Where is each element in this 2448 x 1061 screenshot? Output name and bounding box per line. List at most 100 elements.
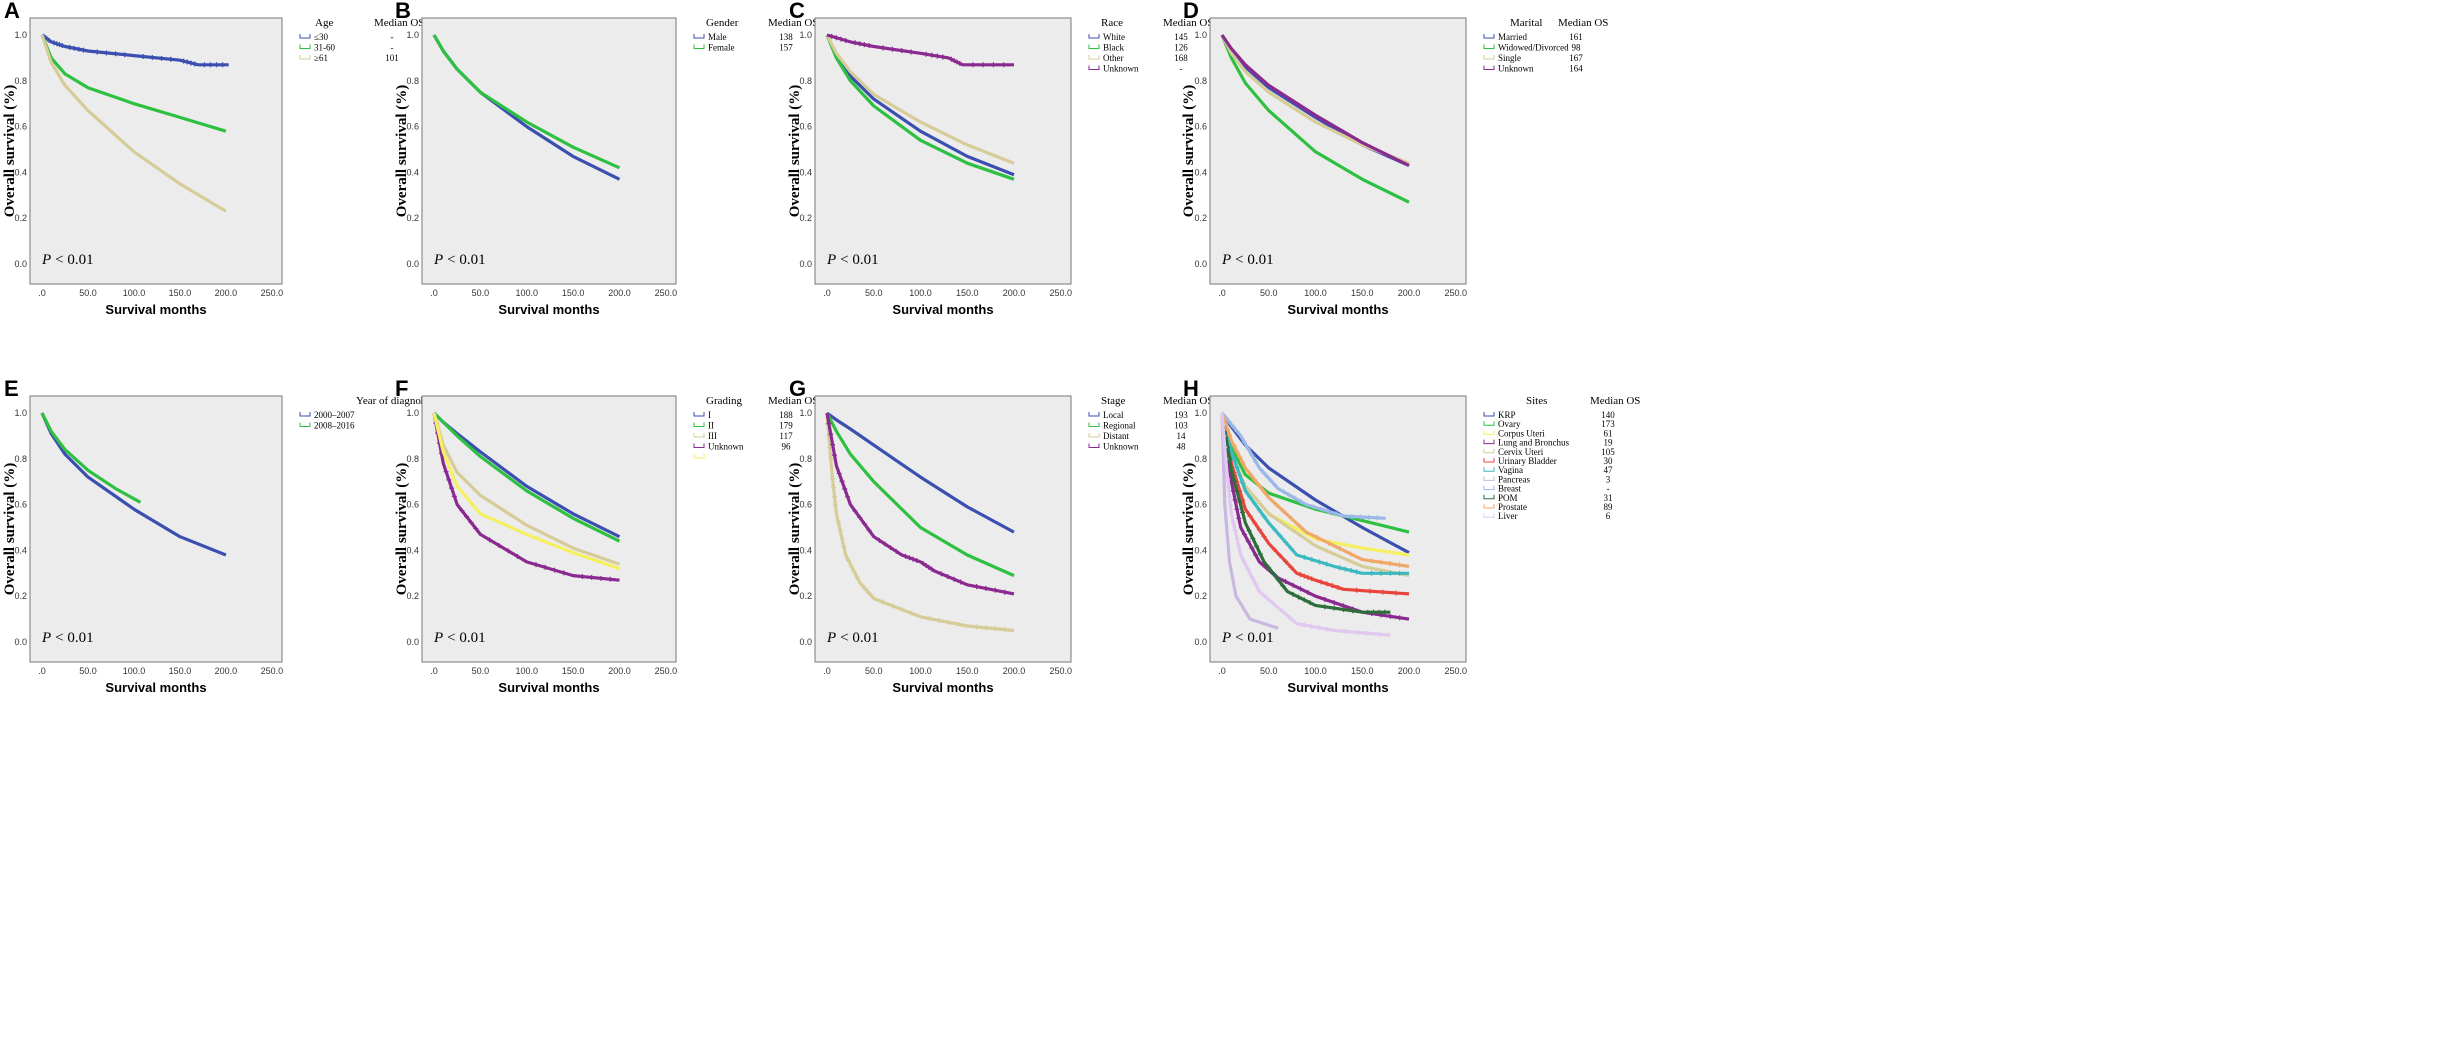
censor-mark	[846, 557, 852, 563]
legend-swatch	[299, 34, 311, 39]
panel-g: G Overall survival (%) Survival months 0.0 0…	[787, 376, 1213, 695]
series-line	[40, 412, 142, 504]
legend-swatch	[1483, 448, 1495, 454]
censor-mark	[56, 42, 62, 48]
y-tick-label: 0.2	[406, 213, 419, 223]
legend-swatch	[1088, 34, 1100, 39]
x-axis-label: Survival months	[498, 302, 599, 317]
legend-median-value: -	[391, 43, 394, 53]
legend-median-value: 188	[779, 410, 793, 420]
y-tick-label: 0.2	[799, 213, 812, 223]
censor-mark	[826, 421, 832, 427]
x-tick-label: 50.0	[1260, 288, 1278, 298]
p-value-prefix: P	[826, 630, 836, 646]
legend-label: Unknown	[1498, 64, 1534, 74]
censor-mark	[857, 41, 863, 47]
censor-mark	[76, 46, 82, 52]
censor-mark	[945, 574, 951, 580]
y-tick-label: 0.6	[1194, 122, 1207, 132]
censor-mark	[851, 568, 857, 574]
censor-mark	[1341, 606, 1347, 612]
censor-mark	[923, 51, 929, 57]
censor-mark	[866, 527, 872, 533]
x-tick-label: 50.0	[865, 288, 883, 298]
censor-mark	[1231, 443, 1237, 449]
p-value-prefix: P	[433, 252, 443, 268]
censor-mark	[1369, 558, 1375, 564]
censor-mark	[857, 514, 863, 520]
y-tick-label: 0.2	[14, 591, 27, 601]
p-value-prefix: P	[433, 630, 443, 646]
censor-mark	[473, 525, 479, 531]
legend-median-header: Median OS	[374, 17, 424, 29]
censor-mark	[113, 51, 119, 57]
p-value: P < 0.01	[826, 252, 879, 268]
censor-mark	[948, 56, 954, 62]
censor-mark	[860, 583, 866, 589]
censor-mark	[983, 585, 989, 591]
censor-mark	[1354, 569, 1360, 575]
legend-label: KRP	[1498, 410, 1516, 420]
p-value-text: < 0.01	[447, 252, 485, 268]
censor-mark	[845, 494, 851, 500]
censor-mark	[1281, 489, 1287, 495]
censor-mark	[1380, 589, 1386, 595]
censor-mark	[1279, 608, 1285, 614]
y-tick-label: 1.0	[14, 30, 27, 40]
censor-mark	[1326, 508, 1332, 514]
censor-mark	[829, 33, 835, 39]
censor-mark	[1240, 509, 1246, 515]
censor-mark	[1318, 579, 1324, 585]
censor-mark	[1357, 514, 1363, 520]
x-tick-label: 150.0	[956, 666, 979, 676]
plot-area	[1209, 17, 1467, 285]
panel-f: F Overall survival (%) Survival months 0.0 0…	[394, 376, 818, 695]
x-tick-label: 150.0	[169, 666, 192, 676]
y-tick-label: 0.6	[406, 500, 419, 510]
legend-swatch	[693, 454, 705, 459]
censor-mark	[1245, 567, 1251, 573]
p-value: P < 0.01	[433, 252, 486, 268]
x-tick-label: 150.0	[1351, 288, 1374, 298]
legend-median-value: 103	[1174, 421, 1188, 431]
censor-mark	[1349, 514, 1355, 520]
censor-mark	[1227, 502, 1233, 508]
x-tick-label: 250.0	[261, 666, 284, 676]
y-tick-label: 1.0	[406, 30, 419, 40]
censor-mark	[1254, 543, 1260, 549]
x-tick-label: 50.0	[472, 666, 490, 676]
legend-median-header: Median OS	[1590, 395, 1640, 407]
plot-area	[421, 17, 677, 285]
x-tick-label: 150.0	[169, 288, 192, 298]
legend-median-value: 61	[1604, 428, 1613, 438]
x-tick-label: 200.0	[1398, 288, 1421, 298]
censor-mark	[192, 61, 198, 67]
censor-mark	[1281, 508, 1287, 514]
legend-median-value: 173	[1601, 419, 1615, 429]
censor-mark	[1257, 551, 1263, 557]
legend-median-value: 47	[1604, 465, 1614, 475]
y-tick-label: 0.4	[406, 545, 419, 555]
censor-mark	[1331, 605, 1337, 611]
y-tick-label: 0.8	[406, 454, 419, 464]
panel-h: H Overall survival (%) Survival months 0.0 0…	[1181, 376, 1640, 695]
legend-median-value: -	[391, 32, 394, 42]
censor-mark	[831, 452, 837, 458]
censor-mark	[1382, 609, 1388, 615]
y-axis-label: Overall survival (%)	[394, 463, 410, 595]
p-value-text: < 0.01	[840, 630, 878, 646]
x-tick-label: 250.0	[1049, 288, 1072, 298]
censor-mark	[1305, 574, 1311, 580]
x-tick-label: 250.0	[261, 288, 284, 298]
y-tick-label: 0.4	[406, 167, 419, 177]
censor-mark	[1290, 582, 1296, 588]
censor-mark	[1324, 581, 1330, 587]
y-tick-label: 0.2	[1194, 213, 1207, 223]
y-tick-label: 0.8	[14, 76, 27, 86]
censor-mark	[1277, 552, 1283, 558]
censor-mark	[1324, 561, 1330, 567]
censor-mark	[207, 62, 213, 68]
legend-swatch	[1088, 433, 1100, 438]
legend-median-value: 126	[1174, 43, 1188, 53]
censor-mark	[1326, 540, 1332, 546]
